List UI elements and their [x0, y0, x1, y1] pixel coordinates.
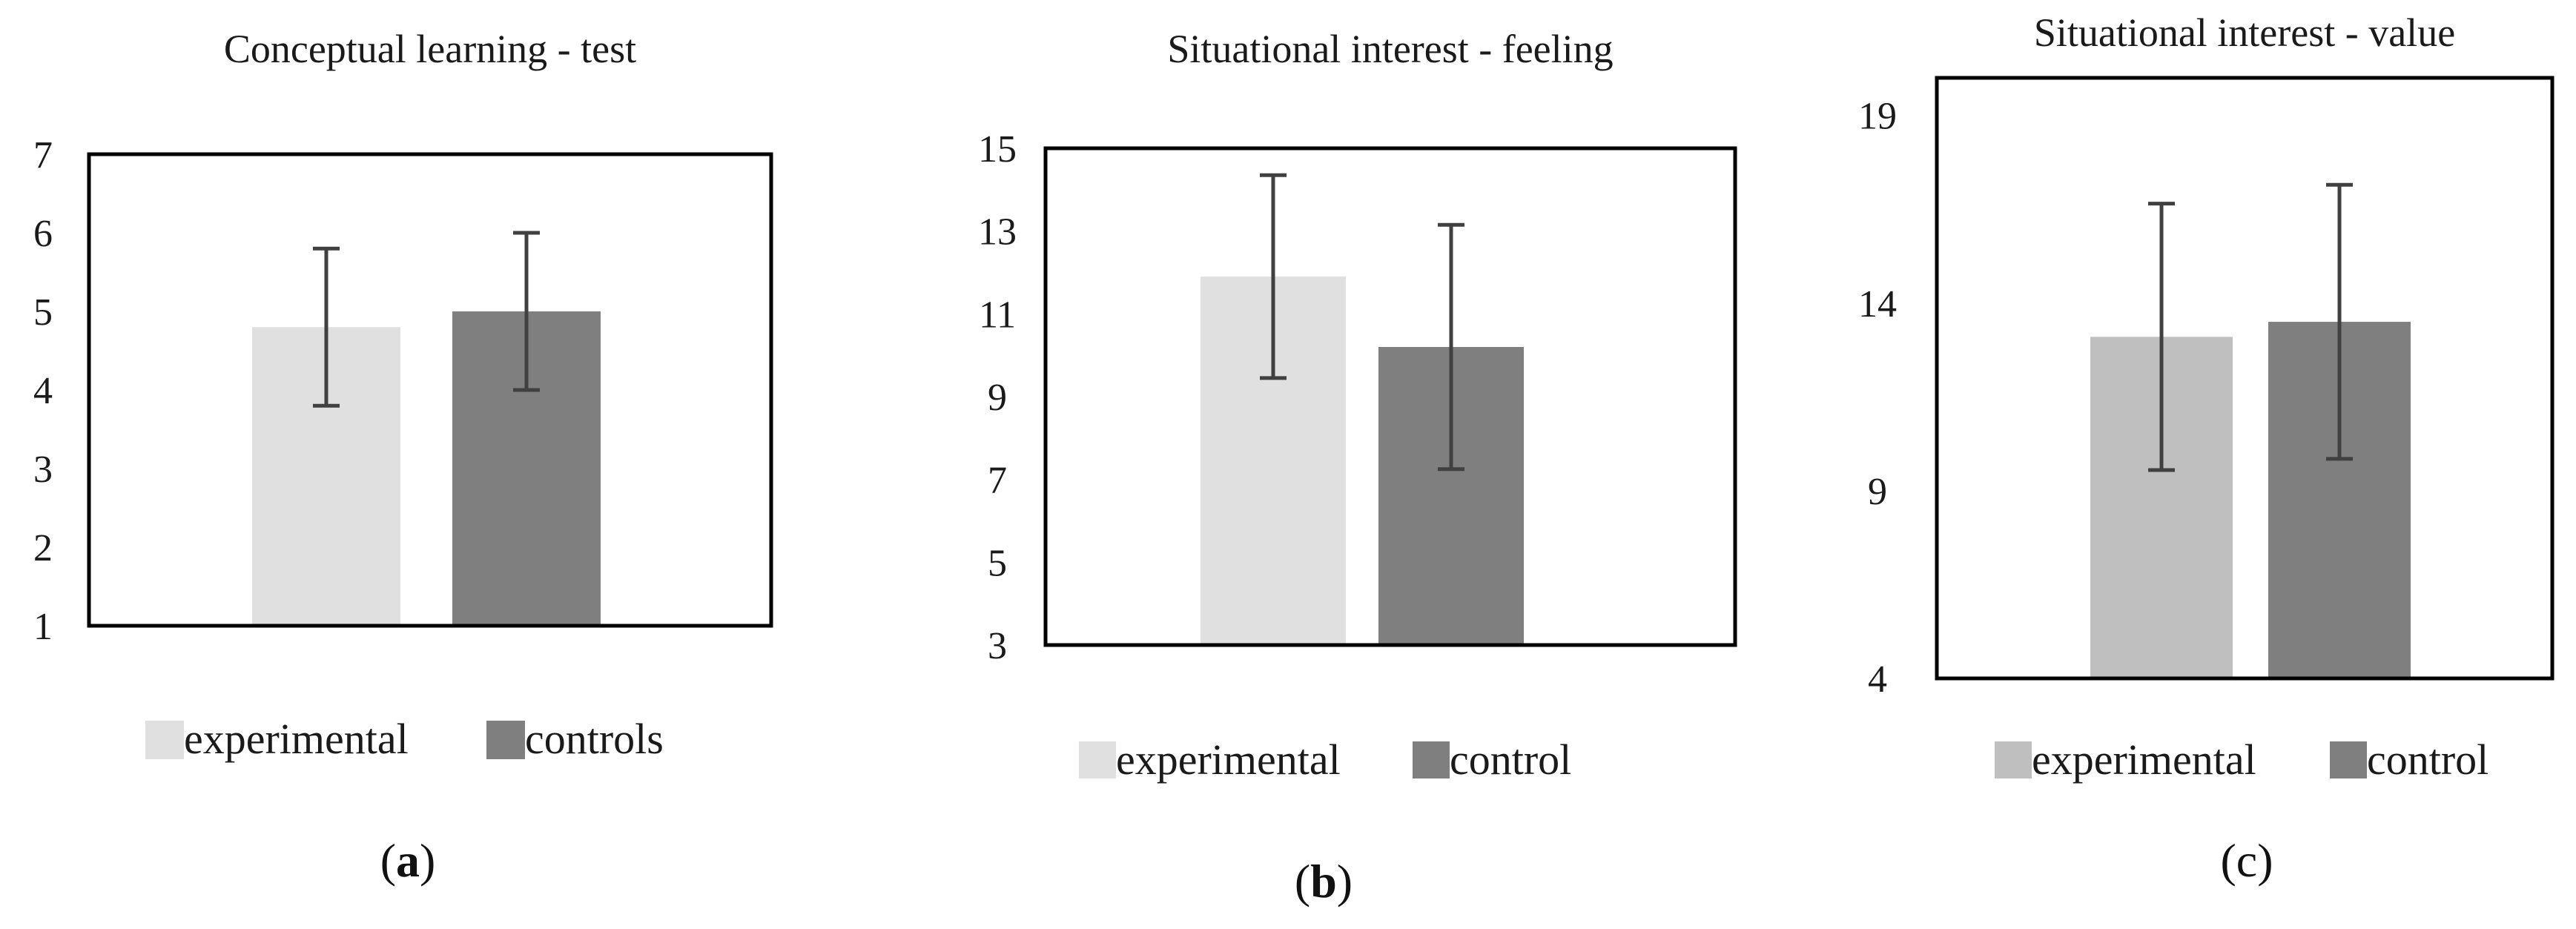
- legend-swatch: [1079, 741, 1116, 778]
- legend-swatch: [2330, 741, 2367, 778]
- y-tick-label: 4: [1868, 658, 1887, 701]
- legend-label: control: [1450, 735, 1571, 784]
- y-tick-label: 13: [978, 211, 1017, 254]
- chart-title: Situational interest - value: [2034, 10, 2455, 55]
- y-tick-label: 6: [33, 213, 53, 255]
- legend-swatch: [486, 721, 525, 759]
- plot-frame: [1935, 76, 2554, 681]
- plot-frame: [87, 152, 773, 628]
- y-tick-label: 19: [1858, 96, 1897, 138]
- y-tick-label: 1: [33, 606, 53, 648]
- y-tick-label: 2: [33, 527, 53, 569]
- caption-letter: b: [1310, 855, 1337, 907]
- caption-open-paren: (: [1295, 855, 1310, 907]
- y-tick-label: 3: [33, 449, 53, 491]
- legend-swatch: [145, 721, 184, 759]
- legend-swatch: [1413, 741, 1450, 778]
- caption-close-paren: ): [1337, 855, 1353, 907]
- y-tick-label: 9: [1868, 471, 1887, 513]
- legend-swatch: [1995, 741, 2032, 778]
- caption-close-paren: ): [420, 834, 435, 887]
- caption-letter: a: [396, 834, 420, 887]
- legend-label: controls: [525, 715, 664, 763]
- legend-label: experimental: [2032, 735, 2256, 784]
- y-tick-label: 15: [978, 128, 1017, 171]
- chart-title: Situational interest - feeling: [1167, 27, 1613, 71]
- chart-panel: Conceptual learning - test 1 2 3 4 5 6 7 experim…: [33, 27, 773, 887]
- chart-title: Conceptual learning - test: [224, 27, 636, 71]
- y-tick-label: 4: [33, 370, 53, 412]
- y-tick-label: 7: [33, 134, 53, 176]
- y-tick-label: 14: [1858, 283, 1897, 325]
- caption-close-paren: ): [2257, 834, 2273, 887]
- chart-panel: Situational interest - value 4 9 14 19 experi…: [1858, 10, 2554, 887]
- panel-caption: (c): [2220, 834, 2273, 887]
- legend-label: experimental: [184, 715, 409, 763]
- chart-panel: Situational interest - feeling 3 5 7 9 11 13 15…: [978, 27, 1737, 907]
- y-tick-label: 3: [988, 625, 1007, 667]
- y-tick-label: 5: [33, 291, 53, 334]
- legend-label: experimental: [1116, 735, 1341, 784]
- legend-label: control: [2367, 735, 2489, 784]
- caption-letter: c: [2236, 834, 2257, 887]
- y-tick-label: 7: [988, 460, 1007, 502]
- y-tick-label: 5: [988, 542, 1007, 584]
- y-tick-label: 9: [988, 377, 1007, 419]
- caption-open-paren: (: [380, 834, 396, 887]
- caption-open-paren: (: [2220, 834, 2236, 887]
- plot-frame: [1043, 146, 1737, 647]
- y-tick-label: 11: [979, 294, 1016, 336]
- panel-caption: (a): [380, 834, 436, 887]
- panel-caption: (b): [1295, 855, 1353, 907]
